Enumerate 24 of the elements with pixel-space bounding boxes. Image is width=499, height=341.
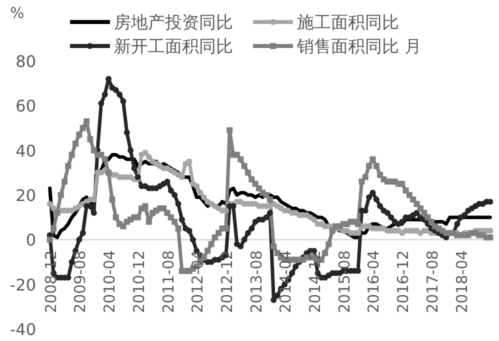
x-tick-label: 2009-08 (71, 250, 90, 313)
x-tick-label: 2015-08 (335, 250, 354, 313)
y-tick-label: -40 (10, 320, 36, 339)
y-tick-label: 20 (16, 186, 36, 205)
legend-label: 新开工面积同比 (114, 37, 233, 57)
y-axis-title: % (10, 4, 24, 22)
y-tick-label: 40 (16, 141, 36, 160)
x-tick-label: 2016-12 (394, 250, 412, 313)
x-tick-label: 2010-12 (130, 250, 148, 313)
y-tick-label: 60 (16, 96, 36, 116)
y-tick-label: 0 (26, 230, 36, 250)
x-tick-label: 2018-04 (452, 250, 471, 313)
y-tick-label: -20 (10, 275, 36, 294)
y-tick-label: 80 (16, 52, 36, 71)
x-tick-label: 2011-08 (159, 250, 178, 313)
x-tick-label: 2012-12 (218, 250, 236, 313)
x-tick-label: 2010-04 (100, 250, 119, 313)
legend-label: 施工面积同比 (297, 13, 399, 33)
x-tick-label: 2008-12 (42, 250, 60, 313)
x-tick-label: 2013-08 (247, 250, 266, 313)
x-tick-label: 2017-08 (423, 250, 442, 313)
legend-label: 销售面积同比 月 (296, 37, 422, 57)
x-tick-label: 2016-04 (364, 250, 383, 313)
legend-label: 房地产投资同比 (114, 13, 233, 33)
